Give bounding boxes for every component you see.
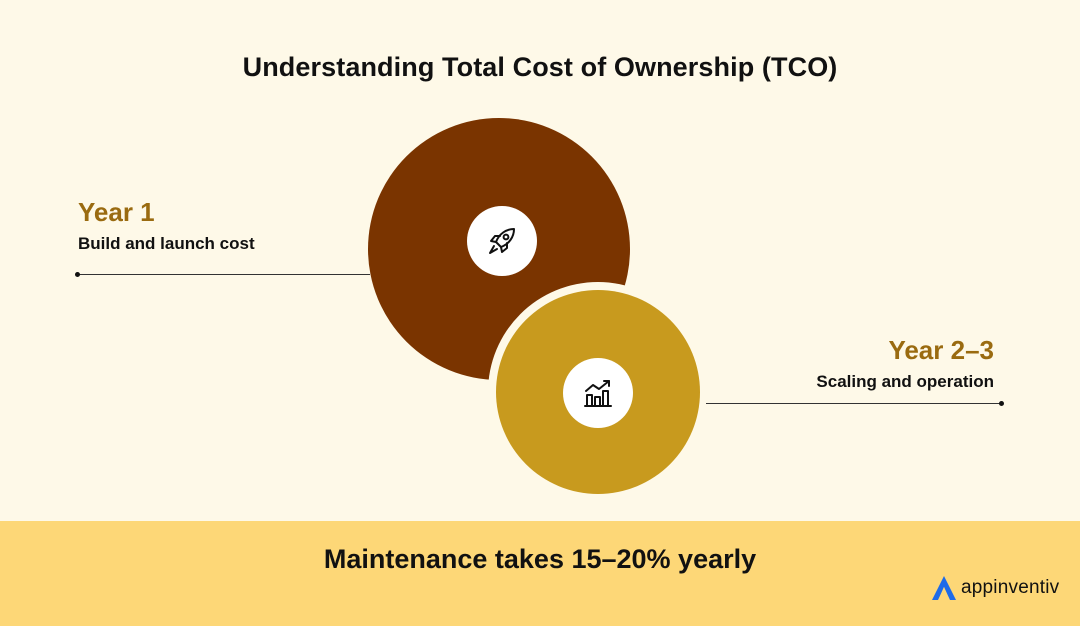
year1-subtitle: Build and launch cost bbox=[78, 234, 255, 253]
appinventiv-logo-icon bbox=[932, 576, 956, 600]
year1-connector-line bbox=[78, 274, 370, 275]
year1-connector-dot bbox=[75, 272, 80, 277]
logo: appinventiv bbox=[930, 574, 1059, 602]
footer-band bbox=[0, 521, 1080, 626]
year2-title: Year 2–3 bbox=[888, 335, 994, 365]
rocket-icon bbox=[489, 228, 515, 254]
logo-text: appinventiv bbox=[961, 577, 1060, 598]
growth-chart-icon bbox=[584, 380, 612, 407]
rocket-badge bbox=[467, 206, 537, 276]
year2-connector-line bbox=[706, 403, 1002, 404]
year1-title: Year 1 bbox=[78, 197, 155, 227]
year2-connector-dot bbox=[999, 401, 1004, 406]
footer-text: Maintenance takes 15–20% yearly bbox=[323, 544, 757, 574]
diagram-title: Understanding Total Cost of Ownership (T… bbox=[242, 52, 838, 82]
growth-badge bbox=[563, 358, 633, 428]
year2-subtitle: Scaling and operation bbox=[816, 372, 994, 391]
